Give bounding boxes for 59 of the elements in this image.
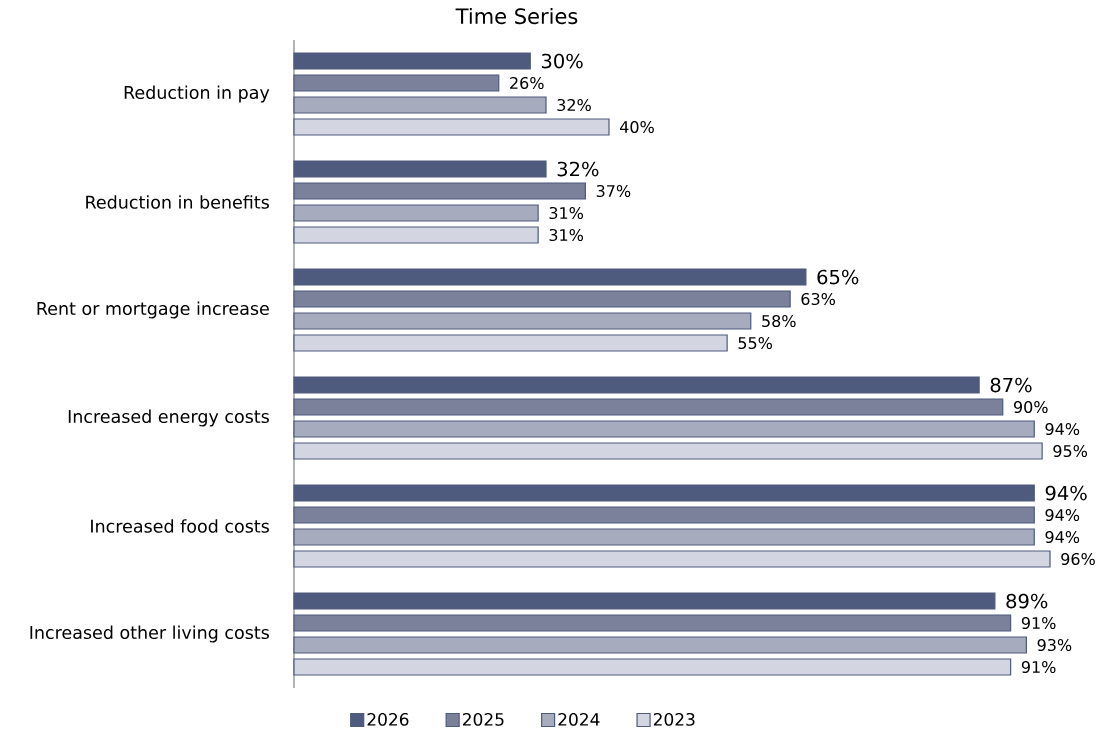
bar bbox=[293, 442, 1043, 460]
data-label: 63% bbox=[801, 292, 836, 306]
y-tick-label: Increased energy costs bbox=[68, 409, 269, 427]
data-label: 58% bbox=[762, 314, 796, 328]
data-label: 87% bbox=[990, 377, 1032, 393]
bar bbox=[293, 52, 531, 70]
y-tick-label: Increased food costs bbox=[91, 519, 269, 533]
data-label: 91% bbox=[1021, 660, 1056, 674]
legend-label: 2023 bbox=[653, 712, 695, 726]
bar bbox=[293, 290, 791, 308]
bar bbox=[293, 182, 586, 200]
data-label: 30% bbox=[541, 53, 583, 69]
data-label: 55% bbox=[738, 336, 773, 350]
chart-title: Time Series bbox=[455, 7, 578, 25]
data-label: 37% bbox=[596, 184, 631, 198]
bar bbox=[293, 118, 610, 136]
data-label: 94% bbox=[1045, 485, 1087, 501]
bar bbox=[293, 420, 1035, 438]
bar bbox=[293, 204, 539, 222]
data-label: 91% bbox=[1021, 616, 1056, 630]
bar bbox=[293, 160, 547, 178]
bar bbox=[293, 592, 996, 610]
bar bbox=[293, 636, 1027, 654]
bar bbox=[293, 226, 539, 244]
y-tick-label: Reduction in benefits bbox=[86, 195, 269, 209]
data-label: 32% bbox=[557, 161, 599, 177]
legend-label: 2026 bbox=[367, 712, 409, 726]
bar bbox=[293, 506, 1035, 524]
bar bbox=[293, 312, 752, 330]
bar bbox=[293, 398, 1004, 416]
bar bbox=[293, 268, 807, 286]
y-tick-label: Increased other living costs bbox=[30, 625, 269, 643]
bar bbox=[293, 74, 500, 92]
bar bbox=[293, 528, 1035, 546]
data-label: 94% bbox=[1045, 530, 1080, 544]
data-label: 90% bbox=[1013, 400, 1048, 414]
data-label: 93% bbox=[1037, 638, 1072, 652]
legend-label: 2025 bbox=[462, 712, 504, 726]
bar bbox=[293, 658, 1012, 676]
y-tick-label: Reduction in pay bbox=[124, 85, 270, 103]
data-label: 31% bbox=[549, 228, 584, 242]
data-label: 65% bbox=[817, 269, 859, 285]
data-label: 95% bbox=[1053, 444, 1088, 458]
data-label: 94% bbox=[1045, 508, 1080, 522]
bar bbox=[293, 376, 980, 394]
bar bbox=[293, 614, 1012, 632]
y-tick-label: Rent or mortgage increase bbox=[37, 301, 269, 319]
bar bbox=[293, 96, 547, 114]
data-label: 31% bbox=[549, 206, 584, 220]
bar bbox=[293, 550, 1051, 568]
bar bbox=[293, 334, 728, 352]
data-label: 89% bbox=[1006, 593, 1048, 609]
data-label: 40% bbox=[619, 120, 654, 134]
data-label: 26% bbox=[510, 76, 544, 90]
data-label: 94% bbox=[1045, 422, 1080, 436]
data-label: 96% bbox=[1061, 552, 1095, 566]
legend-label: 2024 bbox=[558, 712, 600, 726]
bar bbox=[293, 484, 1035, 502]
data-label: 32% bbox=[557, 98, 591, 112]
